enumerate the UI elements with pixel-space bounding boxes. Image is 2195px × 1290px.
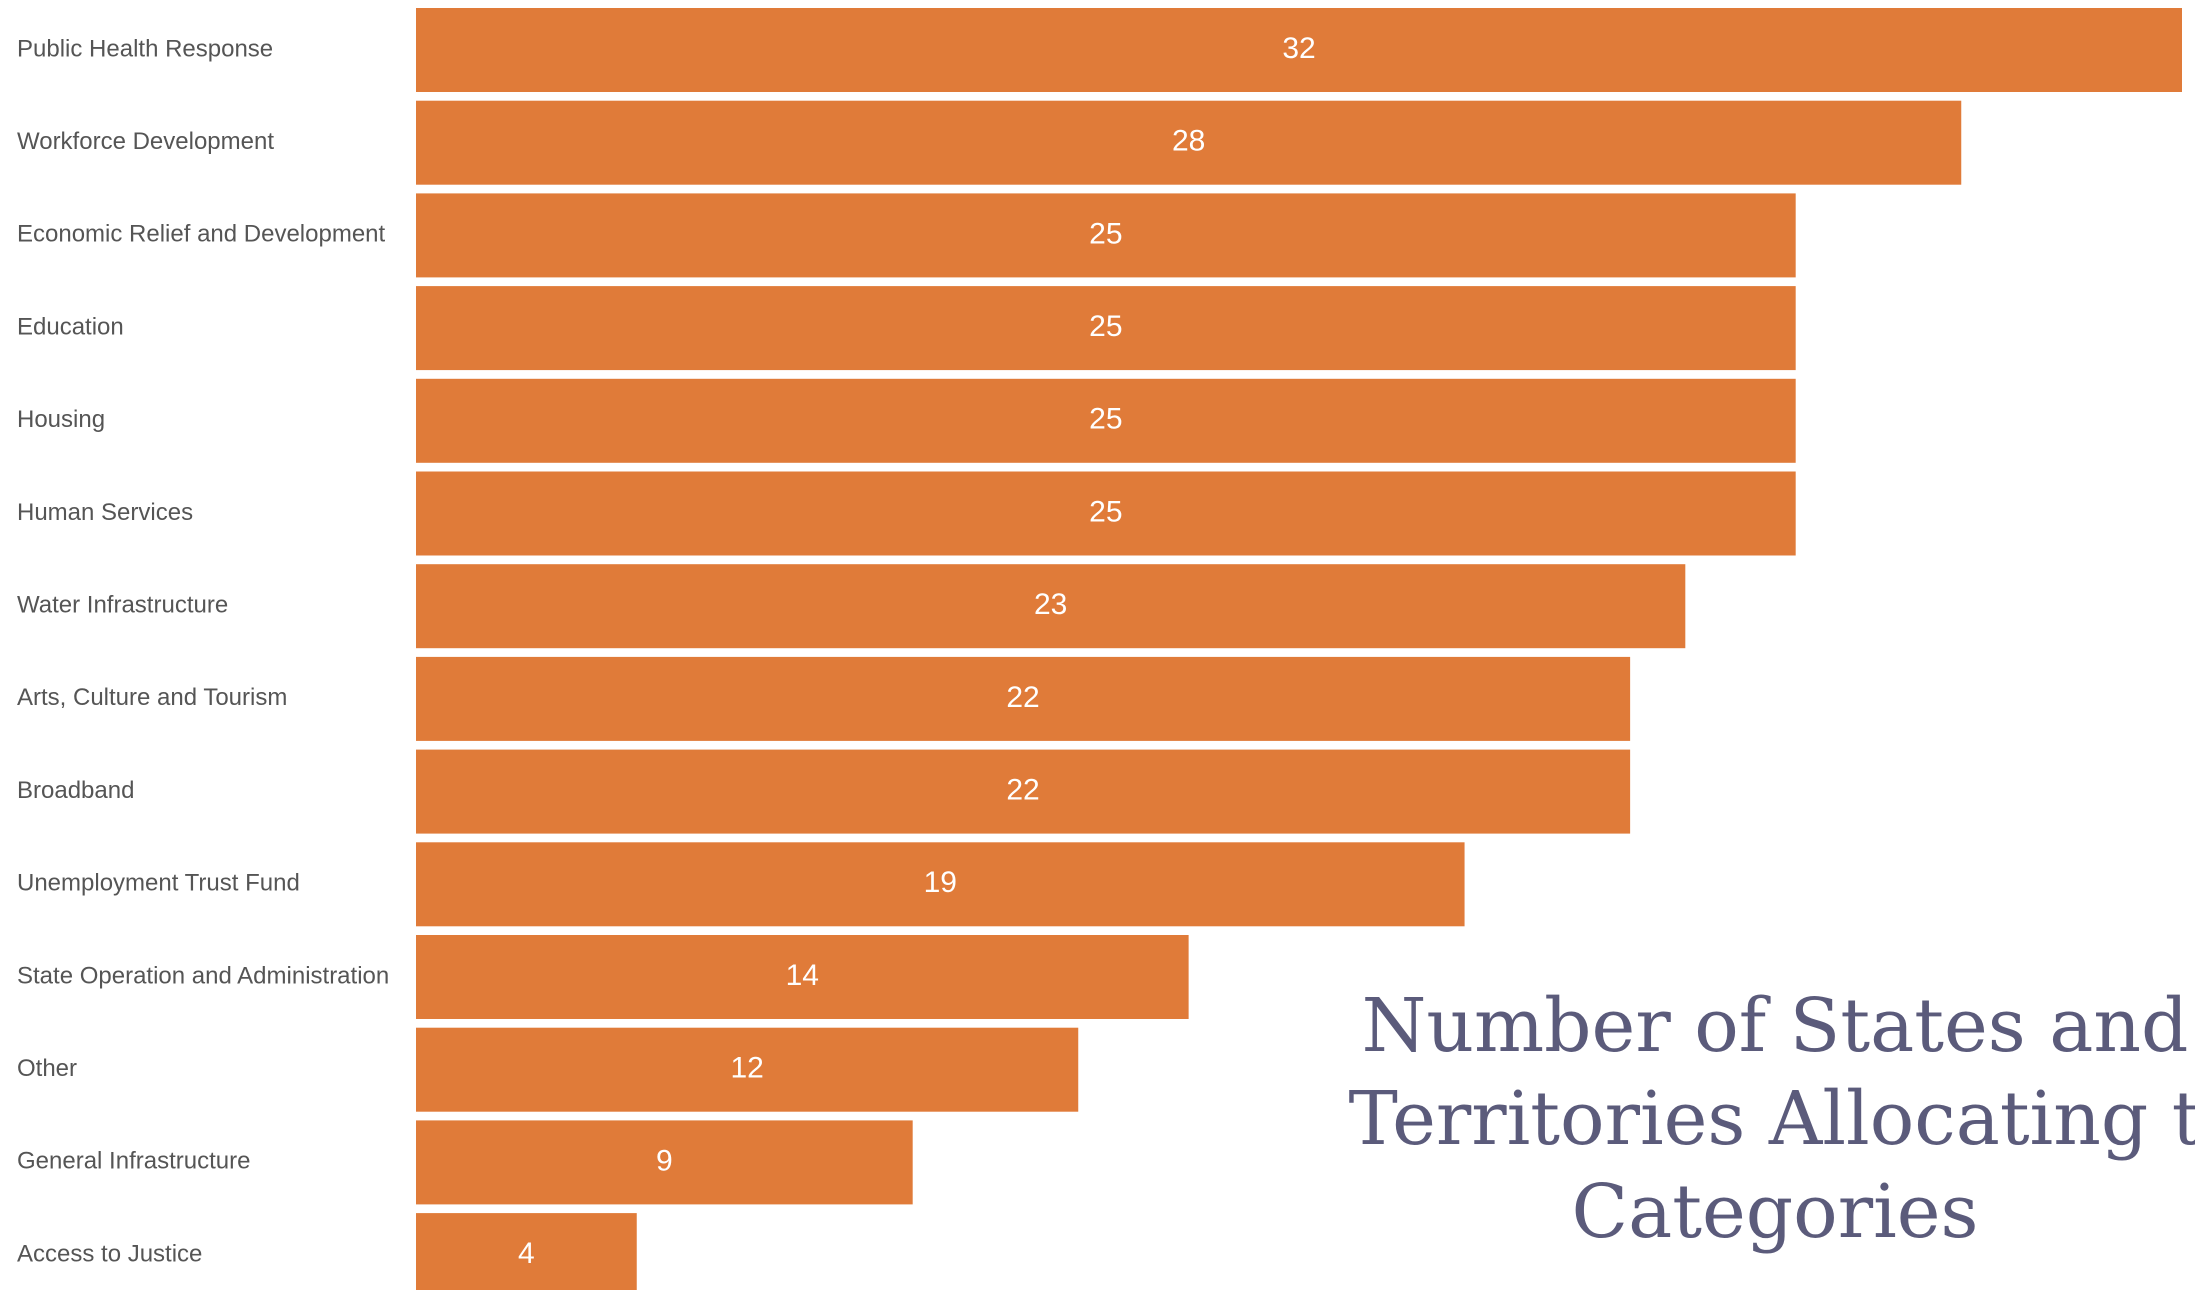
category-label: Other: [17, 1055, 77, 1082]
category-label: Public Health Response: [17, 35, 273, 62]
data-label: 28: [1172, 125, 1205, 158]
bar: [416, 749, 1631, 834]
bar: [416, 286, 1796, 371]
data-label: 25: [1089, 403, 1122, 436]
data-label: 32: [1282, 32, 1315, 65]
bar: [416, 1213, 637, 1290]
bar: [416, 378, 1796, 463]
category-label: General Infrastructure: [17, 1148, 250, 1175]
data-label: 12: [730, 1052, 763, 1085]
data-label: 19: [924, 866, 957, 899]
category-label: Economic Relief and Development: [17, 221, 386, 248]
bar: [416, 842, 1465, 927]
chart-title-line-2: Territories Allocating t: [1348, 1076, 2195, 1162]
data-label: 22: [1006, 681, 1039, 714]
data-label: 25: [1089, 310, 1122, 343]
data-label: 4: [518, 1237, 535, 1270]
bar: [416, 100, 1962, 185]
category-label: State Operation and Administration: [17, 962, 389, 989]
data-label: 22: [1006, 774, 1039, 807]
chart-title: Number of States and Territories Allocat…: [1295, 980, 2195, 1259]
bar: [416, 193, 1796, 278]
data-label: 9: [656, 1144, 673, 1177]
category-label: Education: [17, 313, 124, 340]
category-label: Arts, Culture and Tourism: [17, 684, 287, 711]
bar: [416, 1120, 913, 1205]
category-label: Unemployment Trust Fund: [17, 870, 300, 897]
data-label: 25: [1089, 495, 1122, 528]
bar: [416, 8, 2182, 92]
data-label: 14: [786, 959, 819, 992]
data-label: 25: [1089, 217, 1122, 250]
bar: [416, 935, 1189, 1019]
category-label: Housing: [17, 406, 105, 433]
bar: [416, 1027, 1079, 1112]
bar: [416, 471, 1796, 556]
category-label: Workforce Development: [17, 128, 274, 155]
chart-title-line-3: Categories: [1571, 1169, 1979, 1255]
chart-title-line-1: Number of States and: [1361, 983, 2189, 1069]
category-label: Access to Justice: [17, 1240, 202, 1267]
category-label: Water Infrastructure: [17, 592, 228, 619]
data-label: 23: [1034, 588, 1067, 621]
category-label: Broadband: [17, 777, 134, 804]
bar: [416, 656, 1631, 741]
category-label: Human Services: [17, 499, 193, 526]
bar: [416, 564, 1686, 649]
